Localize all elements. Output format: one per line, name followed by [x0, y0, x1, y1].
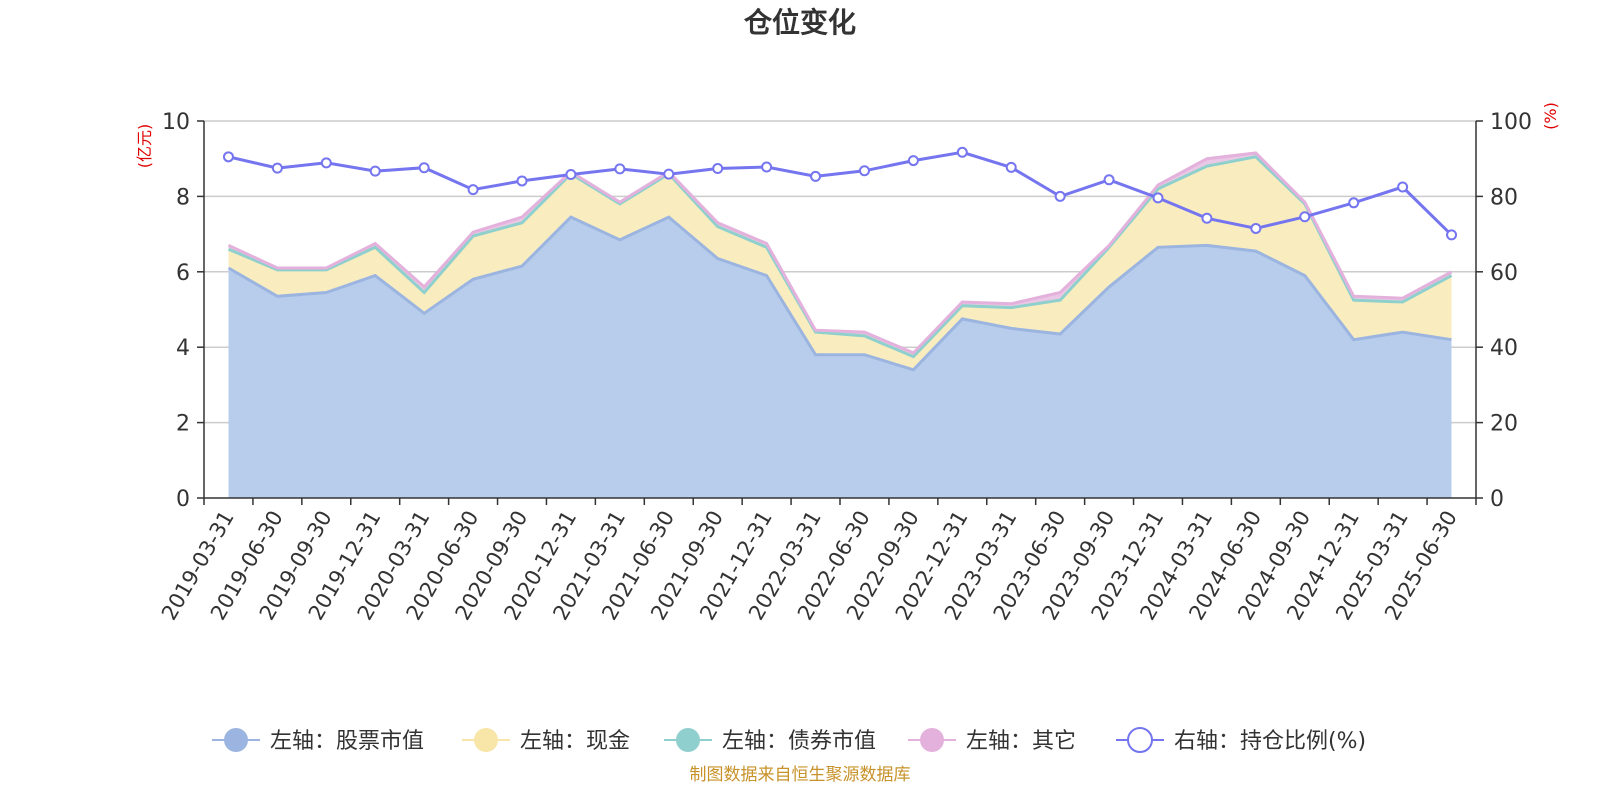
ratio-point — [1201, 212, 1213, 224]
right-tick-label: 100 — [1490, 110, 1532, 135]
ratio-point — [1103, 174, 1115, 186]
legend-label: 左轴：债券市值 — [722, 729, 876, 754]
line-series — [222, 146, 1458, 241]
right-tick-label: 60 — [1490, 261, 1518, 286]
legend-label: 左轴：股票市值 — [270, 729, 424, 754]
ratio-point — [712, 163, 724, 175]
ratio-point — [271, 162, 283, 174]
ratio-line — [228, 150, 1453, 236]
area-series-line — [227, 215, 1452, 372]
area-series-line — [227, 151, 1453, 355]
legend-label: 左轴：现金 — [520, 729, 630, 754]
right-tick-label: 0 — [1490, 487, 1504, 512]
ratio-point — [1152, 192, 1164, 204]
area-series-line — [227, 155, 1453, 359]
ratio-point — [810, 170, 822, 182]
right-tick-label: 20 — [1490, 412, 1518, 437]
legend-item[interactable]: 左轴：股票市值 — [212, 728, 424, 754]
ratio-point — [761, 161, 773, 173]
legend-marker-icon — [1127, 727, 1153, 753]
area-series — [227, 151, 1453, 498]
left-tick-label: 10 — [162, 110, 190, 135]
legend-item[interactable]: 左轴：其它 — [908, 728, 1076, 754]
legend-item[interactable]: 左轴：现金 — [462, 728, 630, 754]
ratio-point — [320, 157, 332, 169]
legend-marker-icon — [676, 728, 700, 752]
ratio-point — [369, 165, 381, 177]
legend-marker-icon — [224, 728, 248, 752]
ratio-point — [1054, 190, 1066, 202]
legend-label: 右轴：持仓比例(%) — [1174, 729, 1366, 754]
area-fill — [228, 217, 1452, 498]
left-tick-label: 8 — [176, 185, 190, 210]
right-axis-unit: (%) — [1541, 102, 1560, 130]
right-tick-label: 80 — [1490, 185, 1518, 210]
legend-item[interactable]: 右轴：持仓比例(%) — [1116, 727, 1366, 754]
legend-marker-icon — [920, 728, 944, 752]
ratio-point — [516, 175, 528, 187]
legend-label: 左轴：其它 — [966, 729, 1076, 754]
ratio-point — [467, 184, 479, 196]
left-axis-unit: (亿元) — [135, 124, 154, 169]
ratio-point — [1250, 222, 1262, 234]
source-note: 制图数据来自恒生聚源数据库 — [690, 765, 911, 785]
legend-marker-icon — [474, 728, 498, 752]
chart-title: 仓位变化 — [744, 6, 856, 39]
left-tick-label: 6 — [176, 261, 190, 286]
ratio-point — [1446, 229, 1458, 241]
ratio-point — [858, 165, 870, 177]
legend: 左轴：股票市值 左轴：现金 左轴：债券市值 左轴：其它 右轴：持仓比例(%) — [212, 727, 1366, 754]
ratio-point — [956, 146, 968, 158]
ratio-point — [614, 163, 626, 175]
ratio-point — [418, 162, 430, 174]
ratio-point — [663, 168, 675, 180]
ratio-point — [1005, 161, 1017, 173]
ratio-point — [565, 169, 577, 181]
ratio-point — [1397, 181, 1409, 193]
ratio-point — [907, 155, 919, 167]
left-tick-label: 4 — [176, 336, 190, 361]
ratio-point — [1299, 211, 1311, 223]
area-fill — [228, 156, 1452, 370]
ratio-point — [222, 151, 234, 163]
left-tick-label: 0 — [176, 487, 190, 512]
right-tick-label: 40 — [1490, 336, 1518, 361]
legend-item[interactable]: 左轴：债券市值 — [664, 728, 876, 754]
ratio-point — [1348, 197, 1360, 209]
left-tick-label: 2 — [176, 412, 190, 437]
